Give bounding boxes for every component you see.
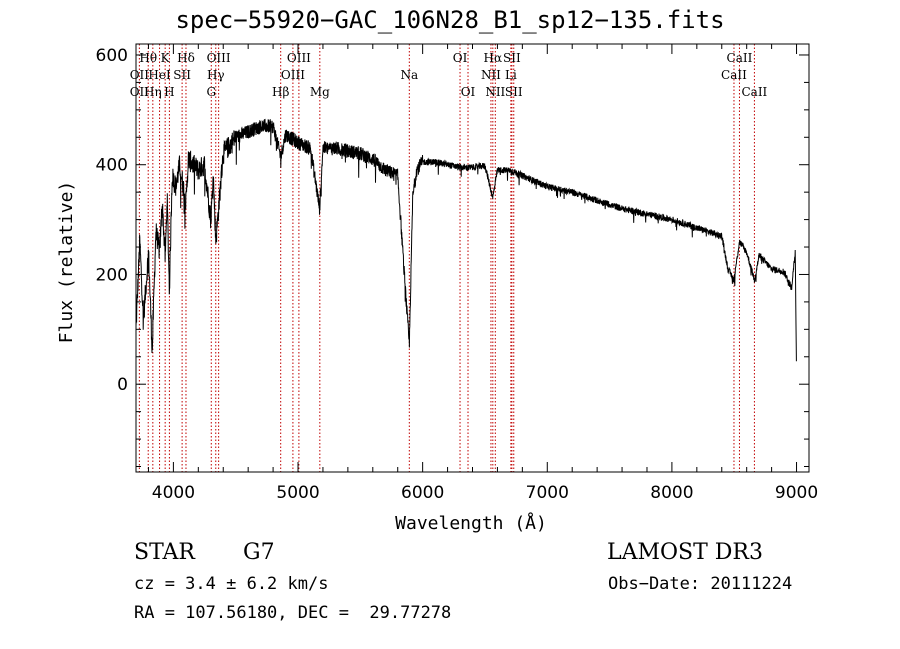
line-label: G (206, 85, 216, 99)
line-markers (138, 44, 755, 472)
chart-title: spec−55920−GAC_106N28_B1_sp12−135.fits (175, 6, 725, 34)
line-label: OIII (207, 51, 231, 65)
line-label: K (161, 51, 171, 65)
line-label: HeI (148, 68, 171, 82)
line-label: OIII (281, 68, 305, 82)
subclass: G7 (243, 540, 275, 565)
survey-name: LAMOST DR3 (607, 540, 763, 565)
line-label: OIII (287, 51, 311, 65)
x-tick-label: 4000 (152, 483, 195, 503)
line-label: OI (461, 85, 476, 99)
line-label: CaII (727, 51, 753, 65)
line-label: OII (130, 85, 150, 99)
line-label: Hα (484, 51, 503, 65)
y-axis-ticks: 0 200 400 600 (96, 46, 809, 468)
object-class: STAR (134, 540, 195, 565)
line-label: Hγ (207, 68, 225, 82)
line-labels: Hθ OII OII K HeI Hη Hδ SII H OIII Hγ G OIII OIII Hβ Mg N… (130, 51, 768, 99)
line-label: CaII (721, 68, 747, 82)
x-tick-label: 9000 (775, 483, 818, 503)
line-label: Hδ (177, 51, 195, 65)
x-tick-label: 5000 (276, 483, 319, 503)
line-label: NII (485, 85, 505, 99)
line-label: Li (505, 68, 517, 82)
line-label: H (164, 85, 174, 99)
x-tick-label: 8000 (650, 483, 693, 503)
obs-date: Obs−Date: 20111224 (608, 574, 793, 594)
coordinates: RA = 107.56180, DEC = 29.77278 (134, 603, 452, 623)
y-tick-label: 0 (117, 375, 128, 395)
x-tick-label: 6000 (401, 483, 444, 503)
line-label: CaII (741, 85, 767, 99)
line-label: Na (400, 68, 418, 82)
line-label: SII (173, 68, 191, 82)
line-label: Hθ (139, 51, 157, 65)
redshift: cz = 3.4 ± 6.2 km/s (134, 574, 329, 594)
line-label: NII (481, 68, 501, 82)
line-label: SII (505, 85, 523, 99)
line-label: Mg (310, 85, 330, 99)
line-label: OII (130, 68, 150, 82)
y-tick-label: 400 (96, 156, 128, 176)
y-tick-label: 200 (96, 265, 128, 285)
y-tick-label: 600 (96, 46, 128, 66)
line-label: Hη (144, 85, 162, 99)
x-axis-ticks: 4000 5000 6000 7000 8000 9000 (147, 44, 818, 503)
plot-frame (135, 43, 810, 473)
line-label: SII (503, 51, 521, 65)
spectrum-line (135, 118, 797, 362)
line-label: OI (453, 51, 468, 65)
y-axis-label: Flux (relative) (56, 181, 77, 344)
line-label: Hβ (272, 85, 289, 99)
x-tick-label: 7000 (526, 483, 569, 503)
x-axis-label: Wavelength (Å) (395, 512, 547, 534)
